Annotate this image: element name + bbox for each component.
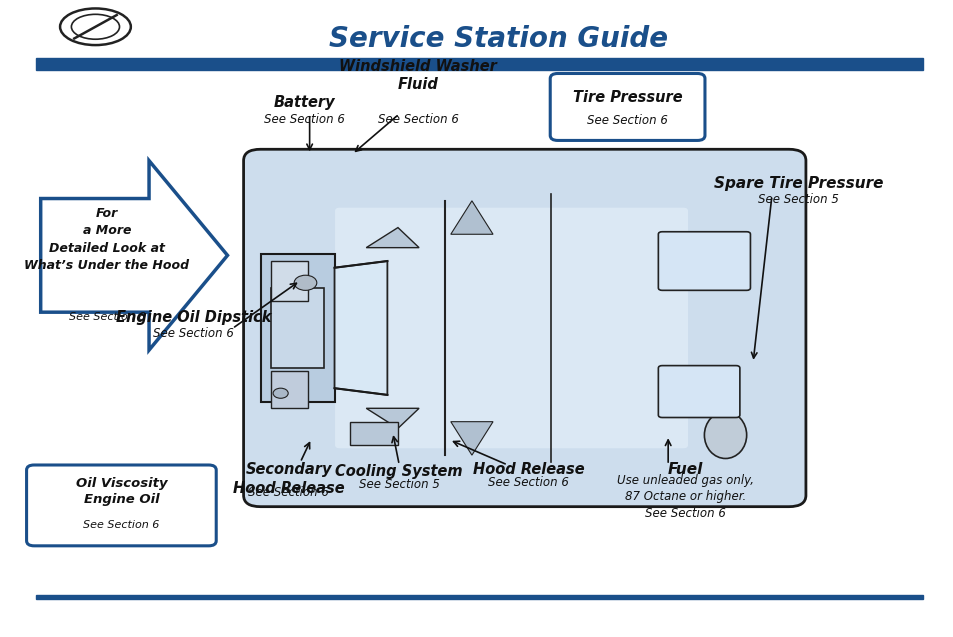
Text: See Section 6: See Section 6 — [488, 476, 568, 489]
Text: Tire Pressure: Tire Pressure — [572, 90, 681, 105]
FancyBboxPatch shape — [550, 73, 704, 140]
Text: See Section 6: See Section 6 — [264, 113, 345, 125]
Polygon shape — [41, 161, 227, 350]
Text: See Section 6: See Section 6 — [69, 312, 145, 322]
Polygon shape — [335, 261, 387, 395]
Text: For
a More
Detailed Look at
What’s Under the Hood: For a More Detailed Look at What’s Under… — [24, 207, 189, 273]
Text: Secondary
Hood Release: Secondary Hood Release — [233, 462, 344, 496]
Text: Service Station Guide: Service Station Guide — [329, 25, 667, 54]
Polygon shape — [366, 408, 418, 428]
FancyBboxPatch shape — [271, 371, 308, 408]
Text: Use unleaded gas only,
87 Octane or higher.
See Section 6: Use unleaded gas only, 87 Octane or high… — [616, 474, 753, 520]
Polygon shape — [260, 254, 335, 401]
Text: See Section 6: See Section 6 — [248, 486, 329, 499]
Text: Battery: Battery — [274, 95, 335, 110]
Text: Fuel: Fuel — [667, 462, 702, 478]
FancyBboxPatch shape — [350, 422, 397, 445]
Text: See Section 5: See Section 5 — [757, 194, 838, 206]
Polygon shape — [366, 227, 418, 248]
Text: Windshield Washer
Fluid: Windshield Washer Fluid — [339, 59, 497, 92]
FancyBboxPatch shape — [271, 288, 324, 368]
Text: Oil Viscosity
Engine Oil: Oil Viscosity Engine Oil — [75, 476, 167, 506]
Text: See Section 6: See Section 6 — [586, 113, 667, 127]
Ellipse shape — [703, 412, 746, 459]
FancyBboxPatch shape — [335, 208, 687, 448]
Ellipse shape — [71, 14, 119, 39]
FancyBboxPatch shape — [243, 149, 805, 506]
Text: Cooling System: Cooling System — [335, 464, 462, 479]
Text: Engine Oil Dipstick: Engine Oil Dipstick — [115, 310, 271, 325]
Text: See Section 6: See Section 6 — [83, 520, 159, 530]
Text: Hood Release: Hood Release — [473, 462, 584, 478]
Text: See Section 5: See Section 5 — [358, 478, 439, 490]
FancyBboxPatch shape — [658, 232, 750, 290]
Text: Spare Tire Pressure: Spare Tire Pressure — [713, 176, 882, 191]
FancyBboxPatch shape — [658, 366, 740, 417]
Polygon shape — [451, 201, 493, 234]
Ellipse shape — [60, 8, 131, 45]
Bar — [36, 595, 922, 599]
FancyBboxPatch shape — [27, 465, 216, 546]
Text: See Section 6: See Section 6 — [377, 113, 458, 125]
Circle shape — [273, 388, 288, 398]
Polygon shape — [451, 422, 493, 455]
Text: See Section 6: See Section 6 — [153, 327, 233, 340]
Bar — [36, 58, 922, 70]
FancyBboxPatch shape — [271, 261, 308, 301]
Circle shape — [294, 275, 316, 290]
